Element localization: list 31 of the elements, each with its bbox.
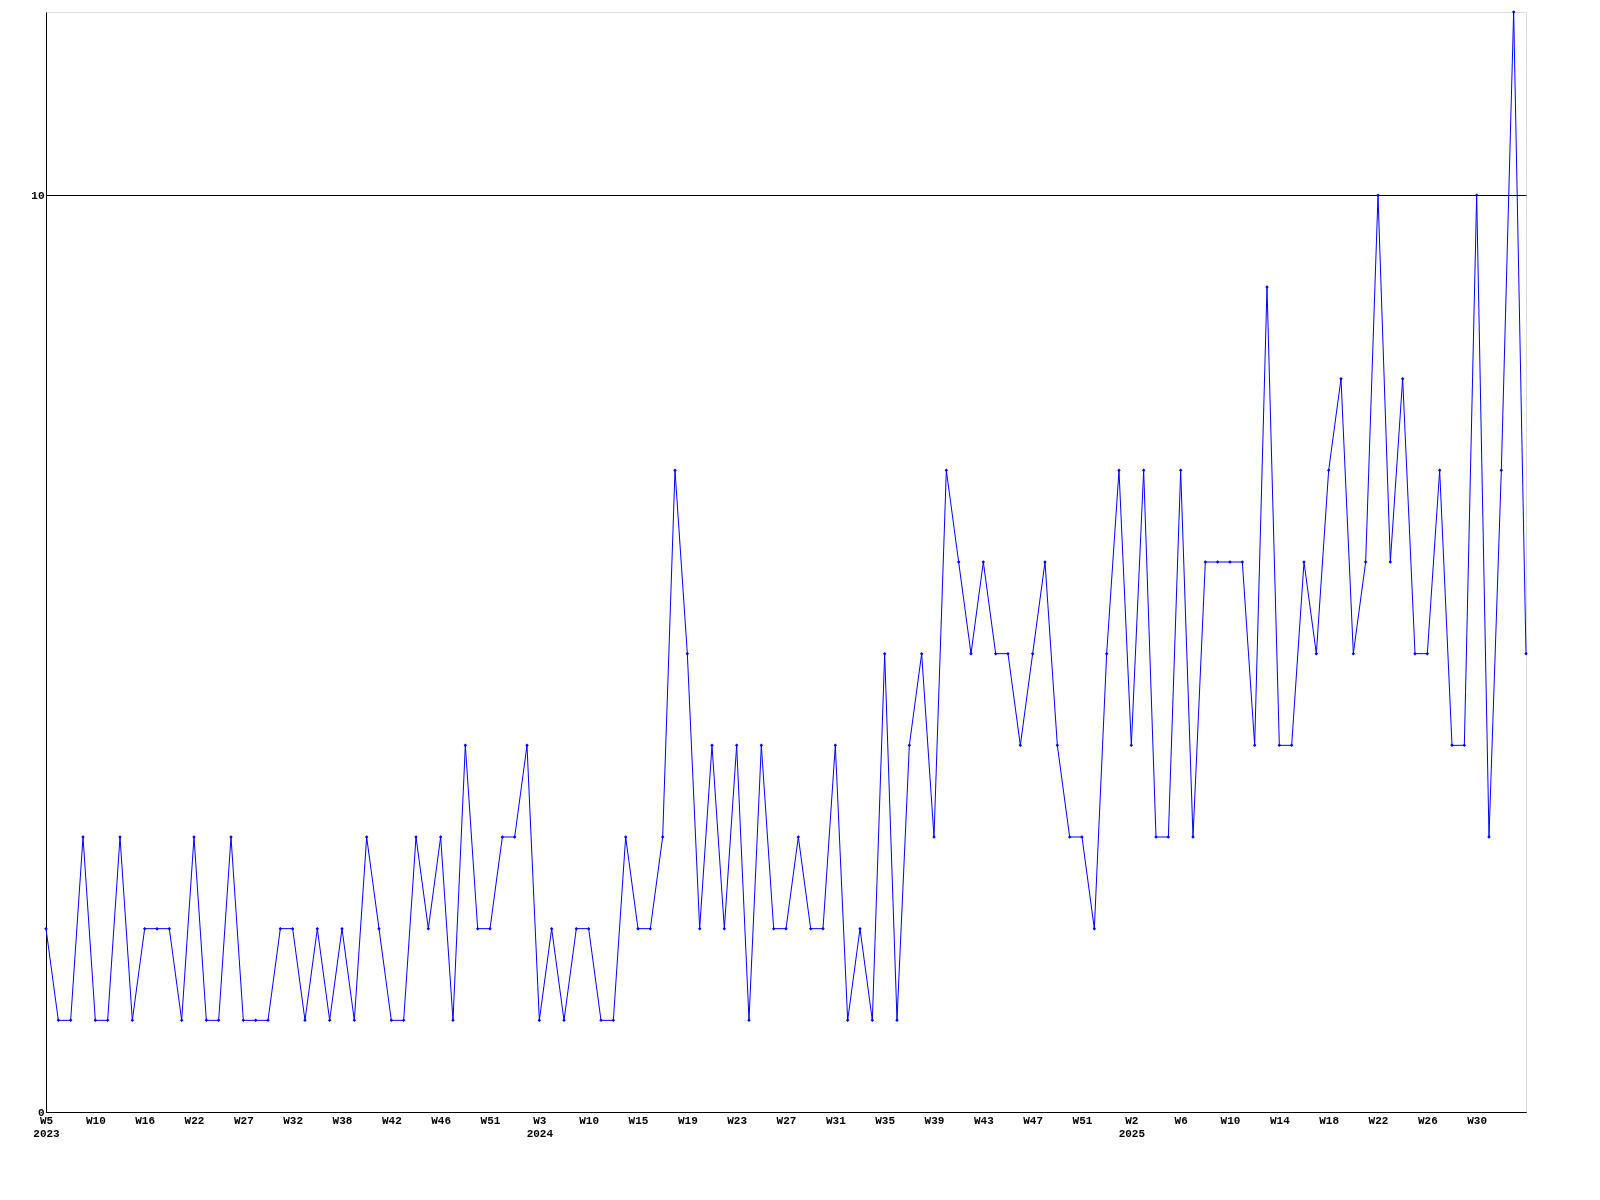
x-tick-label: W31: [825, 1114, 847, 1127]
x-tick-label: W19: [677, 1114, 698, 1127]
x-tick-label: W27: [776, 1114, 797, 1127]
x-tick-label: W5 2023: [33, 1114, 61, 1140]
x-tick-label: W16: [135, 1114, 156, 1127]
x-tick-label: W35: [875, 1114, 896, 1127]
x-tick-label: W32: [283, 1114, 304, 1127]
x-tick-label: W51: [1072, 1114, 1093, 1127]
x-tick-label: W2 2025: [1118, 1114, 1146, 1140]
x-tick-label: W38: [332, 1114, 353, 1127]
x-tick-label: W15: [628, 1114, 649, 1127]
x-tick-label: W42: [381, 1114, 402, 1127]
x-tick-label: W26: [1417, 1114, 1438, 1127]
x-tick-label: W27: [233, 1114, 254, 1127]
x-tick-label: W47: [1023, 1114, 1044, 1127]
x-tick-label: W46: [431, 1114, 452, 1127]
x-tick-label: W10: [85, 1114, 106, 1127]
x-tick-label: W43: [973, 1114, 995, 1127]
x-tick-label: W10: [1220, 1114, 1241, 1127]
x-tick-label: W3 2024: [526, 1114, 554, 1140]
x-tick-label: W23: [727, 1114, 748, 1127]
x-tick-label: W51: [480, 1114, 501, 1127]
x-tick-label: W22: [184, 1114, 205, 1127]
x-tick-label: W10: [579, 1114, 600, 1127]
y-tick-label: 10: [31, 189, 45, 202]
x-tick-label: W18: [1319, 1114, 1340, 1127]
x-tick-label: W22: [1368, 1114, 1389, 1127]
x-tick-label: W30: [1467, 1114, 1488, 1127]
x-tick-label: W14: [1269, 1114, 1291, 1127]
x-tick-label: W39: [924, 1114, 945, 1127]
x-tick-label: W6: [1174, 1114, 1188, 1127]
